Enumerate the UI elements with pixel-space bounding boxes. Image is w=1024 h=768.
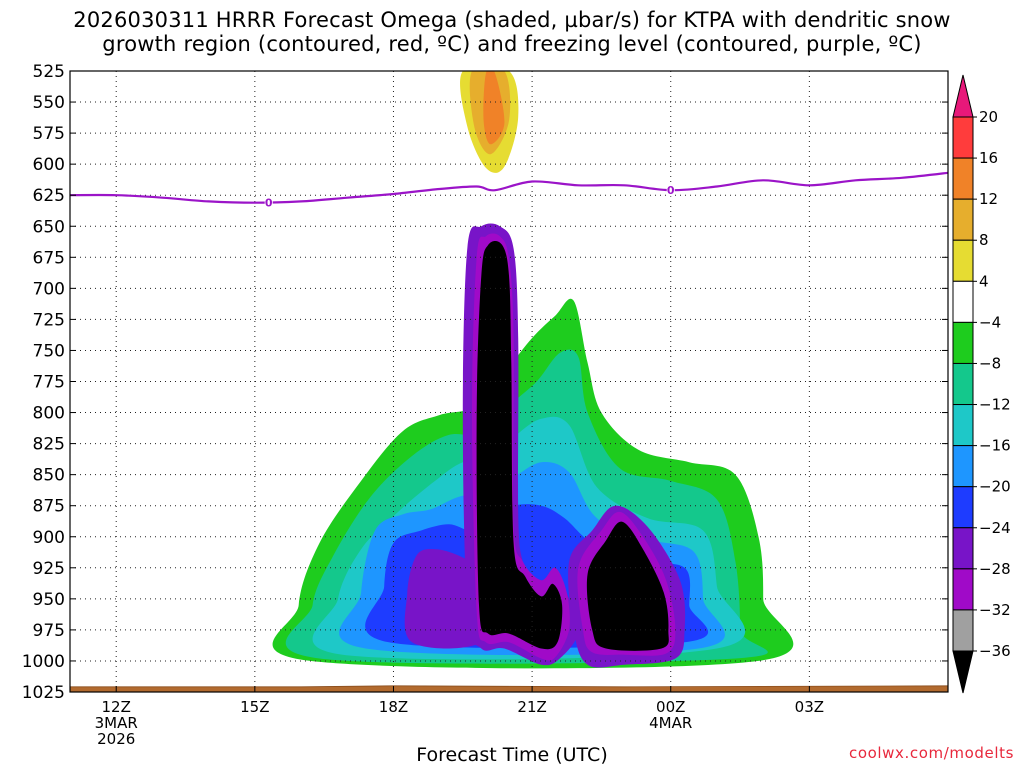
x-tick-label-12Z: 12Z	[102, 698, 131, 716]
omega-region-6	[599, 71, 668, 118]
x-tick-label-18Z: 18Z	[379, 698, 408, 716]
y-tick-label-900: 900	[33, 528, 65, 548]
colorbar-label-0: 20	[979, 108, 998, 126]
colorbar-arrow-top	[952, 74, 974, 118]
y-tick-label-775: 775	[33, 373, 65, 393]
colorbar-band-10	[952, 527, 974, 570]
freezing-level-contour: 00	[70, 171, 948, 210]
colorbar-label-7: −12	[979, 396, 1011, 414]
colorbar-band-11	[952, 568, 974, 611]
x-axis-title: Forecast Time (UTC)	[416, 744, 608, 766]
x-tick-label-21Z: 21Z	[517, 698, 546, 716]
y-tick-label-675: 675	[33, 248, 65, 268]
freezing-level-label-bg-1	[666, 184, 675, 197]
colorbar-label-12: −32	[979, 601, 1011, 619]
colorbar-band-4	[952, 280, 974, 323]
ground-fill	[69, 685, 949, 693]
omega-region-11	[527, 71, 547, 96]
colorbar-label-3: 8	[979, 231, 989, 249]
omega-region-26	[586, 521, 669, 651]
y-tick-label-850: 850	[33, 466, 65, 486]
colorbar-label-1: 16	[979, 149, 998, 167]
omega-region-12	[714, 71, 720, 80]
colorbar-label-10: −24	[979, 519, 1011, 537]
y-tick-label-1025: 1025	[22, 683, 65, 703]
y-tick-label-725: 725	[33, 310, 65, 330]
freezing-level-label-1: 0	[667, 184, 675, 197]
colorbar-label-8: −16	[979, 437, 1011, 455]
colorbar-band-3	[952, 239, 974, 282]
colorbar-label-4: 4	[979, 272, 989, 290]
colorbar-band-9	[952, 486, 974, 529]
colorbar-band-1	[952, 157, 974, 200]
y-tick-label-600: 600	[33, 155, 65, 175]
y-tick-label-800: 800	[33, 404, 65, 424]
ground-strip	[69, 685, 949, 693]
omega-region-25	[476, 241, 563, 650]
colorbar-label-13: −36	[979, 642, 1011, 660]
y-tick-label-825: 825	[33, 435, 65, 455]
gridlines	[70, 71, 948, 692]
colorbar-band-7	[952, 404, 974, 447]
y-tick-label-925: 925	[33, 559, 65, 579]
freezing-level-label-0: 0	[265, 197, 273, 210]
colorbar-label-5: −4	[979, 313, 1001, 331]
colorbar-label-6: −8	[979, 354, 1001, 372]
colorbar-band-0	[952, 116, 974, 159]
y-tick-label-700: 700	[33, 279, 65, 299]
colorbar-label-9: −20	[979, 478, 1011, 496]
omega-region-10	[802, 565, 882, 669]
colorbar-band-2	[952, 198, 974, 241]
x-tick-label-03Z: 03Z	[795, 698, 824, 716]
y-tick-label-525: 525	[33, 62, 65, 82]
y-tick-label-650: 650	[33, 217, 65, 237]
x-tick-sublabel-12Z-1: 2026	[97, 730, 135, 748]
colorbar-label-11: −28	[979, 560, 1011, 578]
y-tick-label-625: 625	[33, 186, 65, 206]
omega-region-3	[483, 71, 505, 145]
omega-region-9	[133, 563, 267, 655]
axes: 525 550 575 600 625 650 675 700 725 750 775 800 825 8…	[22, 62, 949, 748]
site-credit: coolwx.com/modelts	[849, 744, 1014, 762]
colorbar-band-12	[952, 609, 974, 652]
colorbar: 20 16 12 8 4 −4 −8 −12 −16 −20 −24 −28 −32 −36	[952, 74, 1011, 694]
y-tick-label-550: 550	[33, 93, 65, 113]
omega-region-8	[244, 494, 260, 530]
colorbar-label-2: 12	[979, 190, 998, 208]
x-tick-sublabel-12Z-0: 3MAR	[95, 714, 138, 732]
omega-shading	[133, 71, 882, 674]
x-tick-sublabel-00Z-0: 4MAR	[649, 714, 692, 732]
y-tick-label-575: 575	[33, 124, 65, 144]
freezing-level-label-bg-0	[264, 196, 273, 209]
omega-region-7	[612, 163, 803, 506]
y-tick-label-1000: 1000	[22, 652, 65, 672]
x-tick-label-00Z: 00Z	[656, 698, 685, 716]
chart-title-line-2: growth region (contoured, red, ºC) and f…	[102, 32, 922, 56]
colorbar-band-6	[952, 362, 974, 406]
y-tick-label-875: 875	[33, 497, 65, 517]
colorbar-band-5	[952, 321, 974, 364]
omega-region-5	[559, 88, 625, 141]
omega-region-4	[521, 166, 579, 276]
y-tick-label-950: 950	[33, 590, 65, 610]
freezing-level-line	[70, 171, 948, 204]
y-tick-label-750: 750	[33, 341, 65, 361]
colorbar-arrow-bottom	[952, 650, 974, 694]
x-tick-label-15Z: 15Z	[240, 698, 269, 716]
colorbar-band-8	[952, 445, 974, 488]
chart-title-line-1: 2026030311 HRRR Forecast Omega (shaded, …	[73, 8, 951, 32]
y-tick-label-975: 975	[33, 621, 65, 641]
